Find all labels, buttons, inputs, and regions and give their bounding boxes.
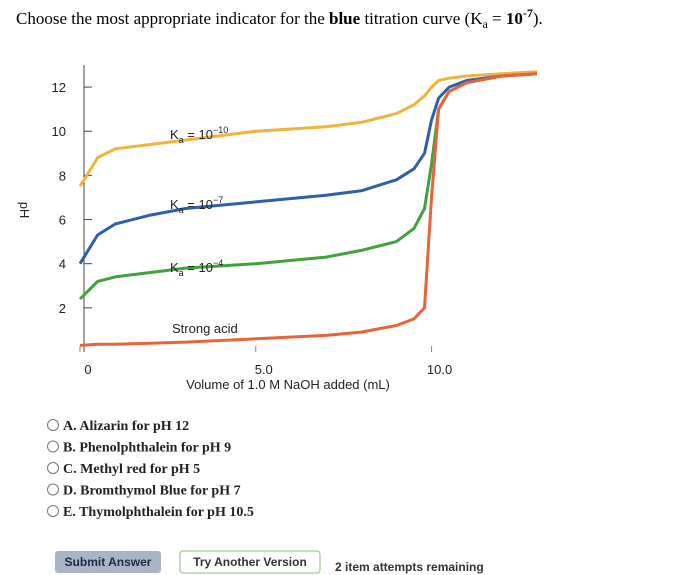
curve-label: Ka = 10−7 (170, 195, 223, 215)
label-sup: −10 (213, 125, 228, 135)
label-eq: = 10 (184, 260, 213, 275)
chart: 2 4 6 8 10 12 0 5.0 10.0 (52, 65, 538, 377)
option-label: A. Alizarin for pH 12 (63, 419, 189, 434)
option-label: B. Phenolphthalein for pH 9 (63, 441, 231, 456)
y-axis-label: pH (17, 202, 32, 219)
question-ten: 10 (506, 9, 523, 28)
curve (78, 72, 538, 301)
x-tick-label: 5.0 (255, 362, 273, 377)
label-sup: −4 (213, 258, 223, 268)
submit-button[interactable] (55, 551, 161, 573)
curve (78, 70, 538, 188)
y-tick-label: 2 (59, 301, 66, 316)
try-another-label: Try Another Version (193, 555, 307, 569)
question-k: K (470, 9, 483, 28)
radio[interactable] (47, 440, 59, 453)
label-k: K (170, 260, 179, 275)
label-sub: a (179, 135, 184, 145)
y-tick-label: 8 (59, 168, 66, 183)
y-tick-label: 12 (52, 80, 66, 95)
label-sup: −7 (213, 195, 223, 205)
y-tick-label: 6 (59, 213, 66, 228)
y-tick-label: 4 (59, 257, 66, 272)
question-text: titration curve ( (360, 9, 470, 28)
question-close: ). (533, 9, 543, 28)
label-eq: = 10 (184, 197, 213, 212)
label-k: K (170, 197, 179, 212)
question-eq: = (488, 9, 506, 28)
x-tick-label: 0 (84, 362, 91, 377)
options: A. Alizarin for pH 12 B. Phenolphthalein … (47, 419, 254, 520)
curve (79, 72, 538, 347)
submit-label: Submit Answer (65, 555, 152, 569)
label-sub: a (179, 205, 184, 215)
option-label: D. Bromthymol Blue for pH 7 (63, 484, 241, 499)
curve (78, 72, 538, 265)
x-axis-label: Volume of 1.0 M NaOH added (mL) (186, 377, 390, 392)
question-k-sub: a (482, 17, 488, 31)
radio[interactable] (47, 505, 59, 517)
radio[interactable] (47, 419, 59, 431)
option-label: C. Methyl red for pH 5 (63, 462, 200, 477)
curve-label: Ka = 10−10 (170, 125, 228, 145)
question-exp: -7 (523, 6, 533, 20)
curve-label: Strong acid (172, 321, 238, 336)
question-text: Choose the most appropriate indicator fo… (16, 9, 329, 28)
status: 2 item attempts remaining (335, 560, 484, 574)
question-emphasis: blue (329, 9, 361, 28)
question: Choose the most appropriate indicator fo… (16, 6, 543, 31)
try-another-button[interactable] (179, 550, 321, 574)
x-tick-label: 10.0 (427, 362, 452, 377)
label-eq: = 10 (184, 127, 213, 142)
label-sub: a (179, 268, 184, 278)
option-label: E. Thymolphthalein for pH 10.5 (63, 505, 254, 520)
y-tick-label: 10 (52, 124, 66, 139)
radio[interactable] (47, 462, 59, 474)
label-k: K (170, 127, 179, 142)
curve-label: Ka = 10−4 (170, 258, 223, 278)
radio[interactable] (47, 483, 59, 496)
